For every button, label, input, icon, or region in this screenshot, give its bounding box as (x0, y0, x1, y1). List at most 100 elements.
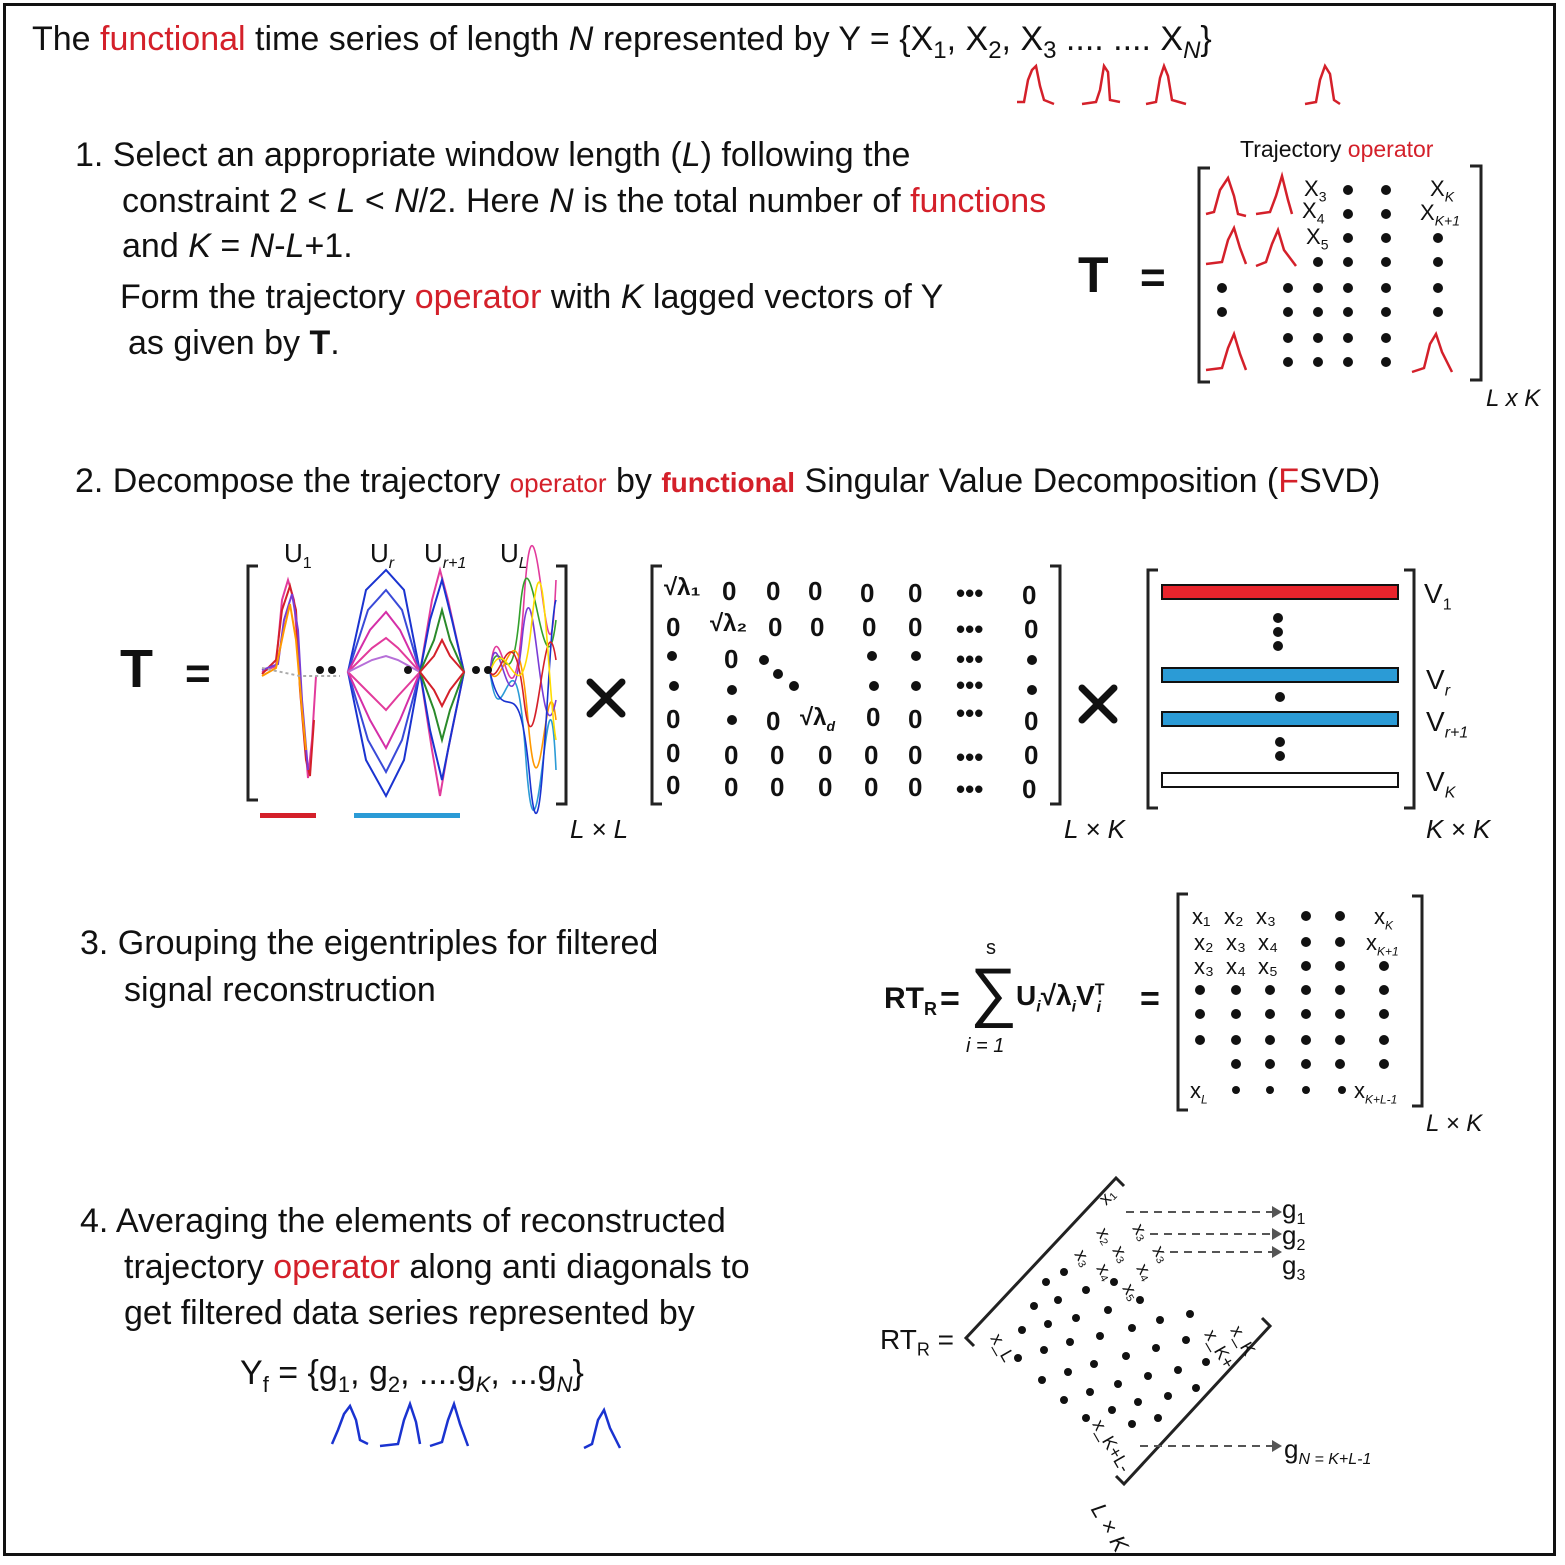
rt-cell: x₁ (1192, 904, 1211, 929)
g2-label: g2 (1282, 1220, 1306, 1255)
sigma-zero: 0 (666, 738, 681, 768)
rt-cell: x₃ (1194, 954, 1214, 979)
step1-line2: constraint 2 < L < N/2. Here N is the to… (122, 182, 1047, 220)
equals-step1: = (1140, 253, 1166, 302)
sigma-zero: 0 (908, 704, 923, 734)
dim-S: L × K (1064, 814, 1125, 844)
sigma-zero: 0 (810, 612, 825, 642)
x3-label: X3 (1304, 176, 1327, 205)
sigma-zero: 0 (808, 576, 823, 606)
sigma-dots: ••• (956, 774, 984, 804)
sigma-zero: 0 (1022, 774, 1037, 804)
rt-label-step4: RTR = (880, 1324, 954, 1360)
sigma-zero: 0 (908, 612, 923, 642)
dim-U: L × L (570, 814, 629, 844)
dim-step1: L x K (1486, 385, 1541, 412)
ad-x3b: x₃ (1071, 1246, 1096, 1270)
step3-line1: 3. Grouping the eigentriples for filtere… (80, 924, 659, 962)
sum-term: Ui√λiVTi (1016, 980, 1105, 1016)
vr1-label: Vr+1 (1426, 706, 1469, 742)
rt-cell-xkl: xK+L-1 (1354, 1078, 1398, 1107)
figure-frame (3, 3, 1556, 1556)
u1-label: U1 (284, 538, 312, 573)
step4-line1: 4. Averaging the elements of reconstruct… (80, 1202, 726, 1240)
sum-symbol: ∑ (970, 954, 1018, 1028)
sigma-zero: 0 (1022, 580, 1037, 610)
rt-cell-xk1: xK+1 (1366, 930, 1399, 959)
rt-cell: x₃ (1256, 904, 1276, 929)
ad-xl: x_L (986, 1330, 1019, 1366)
sigma-zero: 0 (770, 740, 785, 770)
sigma-zero: 0 (770, 772, 785, 802)
sigma-zero: 0 (864, 740, 879, 770)
g3-label: g3 (1282, 1250, 1306, 1285)
dim-step3: L × K (1426, 1110, 1483, 1137)
step1-line5: as given by T. (128, 324, 340, 362)
sigma-zero: 0 (768, 612, 783, 642)
sigma-zero: 0 (724, 772, 739, 802)
step3-line2: signal reconstruction (124, 971, 436, 1009)
ad-xkl: x_K+L- (1088, 1416, 1135, 1476)
yf-line: Yf = {g1, g2, ....gK, ...gN} (240, 1354, 584, 1397)
ad-x1: x₁ (1095, 1184, 1120, 1209)
rt-cell: x₄ (1258, 930, 1278, 955)
step1-line4: Form the trajectory operator with K lagg… (120, 278, 944, 316)
sigma-zero: 0 (864, 772, 879, 802)
sigma-zero: 0 (722, 576, 737, 606)
xk1-label: XK+1 (1420, 200, 1460, 229)
sigma-zero: 0 (1024, 740, 1039, 770)
sigma-dots: ••• (956, 670, 984, 700)
equals-step2: = (185, 649, 211, 698)
step4-line2: trajectory operator along anti diagonals… (124, 1248, 750, 1286)
sigma-zero: 0 (1024, 614, 1039, 644)
T-symbol-step2: T (120, 639, 153, 699)
sigma2: √λ₂ (710, 610, 748, 637)
ad-x2: x₂ (1093, 1224, 1118, 1248)
T-symbol-step1: T (1078, 247, 1109, 303)
vr-label: Vr (1426, 664, 1451, 700)
filtered-blue-functions (330, 1400, 622, 1450)
step2-line1: 2. Decompose the trajectory operator by … (75, 462, 1381, 500)
trajectory-matrix-step1 (1197, 164, 1483, 384)
sigma1: √λ₁ (664, 574, 701, 601)
dim-V: K × K (1426, 814, 1491, 844)
step1-line1: 1. Select an appropriate window length (… (75, 136, 911, 174)
sigma-zero: 0 (766, 706, 781, 736)
header-red-functions (1017, 62, 1341, 106)
sigma-zero: 0 (766, 576, 781, 606)
vk-label: VK (1426, 766, 1456, 802)
step4-line3: get filtered data series represented by (124, 1294, 695, 1332)
u-matrix (246, 544, 1416, 818)
sigma-zero: 0 (724, 644, 739, 674)
sigma-zero: 0 (908, 578, 923, 608)
rt-cell: x₅ (1258, 954, 1278, 979)
sigma-dots: ••• (956, 698, 984, 728)
gN-label: gN = K+L-1 (1284, 1434, 1372, 1469)
ad-x3: x₃ (1129, 1220, 1154, 1244)
step1-line3: and K = N-L+1. (122, 227, 353, 265)
sigma-zero: 0 (860, 578, 875, 608)
g1-label: g1 (1282, 1194, 1306, 1229)
rt-label-step3: RTR (884, 982, 937, 1019)
v1-label: V1 (1424, 578, 1452, 614)
sigma-zero: 0 (666, 704, 681, 734)
ul-label: UL (500, 538, 528, 573)
sigma-zero: 0 (666, 612, 681, 642)
rt-cell: x₃ (1226, 930, 1246, 955)
sigma-dots: ••• (956, 742, 984, 772)
xk-label: XK (1430, 176, 1455, 205)
rt-cell: x₂ (1194, 930, 1214, 955)
sum-sup: s (986, 937, 996, 959)
ur-label: Ur (370, 538, 395, 573)
header-line: The functional time series of length N r… (32, 20, 1212, 64)
equals-step3b: = (1140, 980, 1160, 1018)
sigma-diagonal-dots (667, 651, 1037, 725)
trajectory-operator-title: Trajectory operator (1240, 136, 1434, 162)
sigma-zero: 0 (1024, 706, 1039, 736)
rt-cell-xk: xK (1374, 904, 1394, 933)
sigma-zero: 0 (908, 772, 923, 802)
sigma-zero: 0 (866, 702, 881, 732)
ur1-label: Ur+1 (424, 538, 467, 573)
sigma-dots: ••• (956, 644, 984, 674)
sigma-zero: 0 (908, 740, 923, 770)
